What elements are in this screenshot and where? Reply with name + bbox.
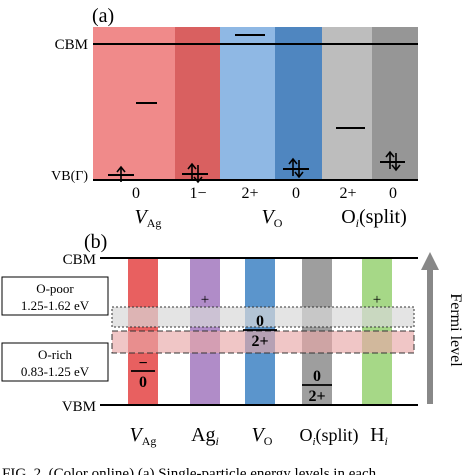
panel-a-label: (a) xyxy=(92,5,114,27)
panel-a-column-oi-2plus xyxy=(322,27,372,180)
panel-b-label: (b) xyxy=(84,231,107,253)
panel-a-column-vo-2plus xyxy=(220,27,275,180)
o-poor-box xyxy=(1,276,109,316)
panel-a-charge-label: 2+ xyxy=(241,185,258,202)
panel-a-charge-label: 0 xyxy=(292,185,300,202)
panel-a-defect-name-vag: VAg xyxy=(135,206,162,230)
panel-a-vb-label: VB(Γ) xyxy=(51,169,88,184)
o-rich-title: O-rich xyxy=(38,347,72,362)
panel-a-charge-label: 2+ xyxy=(339,185,356,202)
panel-a-charge-label: 1− xyxy=(189,185,206,202)
transition-upper-label: − xyxy=(138,355,147,372)
o-rich-range: 0.83-1.25 eV xyxy=(21,364,90,379)
panel-a-occupied-level-oi-0 xyxy=(380,150,405,172)
o-rich-band xyxy=(111,330,415,354)
panel-b-defect-name-vag: VAg xyxy=(130,424,157,448)
transition-upper-label: 0 xyxy=(256,313,264,330)
panel-a-column-oi-0 xyxy=(372,27,418,180)
panel-a-charge-label: 0 xyxy=(132,185,140,202)
panel-b-defect-name-hi: Hi xyxy=(370,424,388,448)
panel-b-transition-oi: 0 2+ xyxy=(302,368,332,405)
panel-b-transition-vag: − 0 xyxy=(131,355,155,391)
panel-b-transition-vo: 0 2+ xyxy=(243,313,277,350)
panel-a-column-vag-1minus xyxy=(175,27,220,180)
panel-a-occupied-level-vag-1minus xyxy=(182,162,208,184)
o-poor-range: 1.25-1.62 eV xyxy=(21,298,90,313)
o-poor-title: O-poor xyxy=(36,281,74,296)
figure-caption: FIG. 2. (Color online) (a) Single-partic… xyxy=(2,466,377,475)
panel-b-plus-sign-hi: + xyxy=(373,292,381,308)
fermi-level-label: Fermi level xyxy=(447,293,464,367)
transition-lower-label: 2+ xyxy=(308,388,325,405)
panel-a-charge-label: 0 xyxy=(389,185,397,202)
panel-b-cbm-label: CBM xyxy=(63,252,96,268)
panel-b-plus-sign-agi: + xyxy=(201,292,209,308)
panel-a-occupied-level-vag-0 xyxy=(108,165,134,182)
panel-b-defect-name-agi: Agi xyxy=(191,424,219,448)
fermi-level-arrow-icon xyxy=(421,252,439,404)
o-rich-box xyxy=(1,342,109,382)
panel-b-vbm-label: VBM xyxy=(62,399,96,415)
panel-a-defect-name-vo: VO xyxy=(262,206,283,230)
panel-b-defect-name-vo: VO xyxy=(252,424,273,448)
panel-a-occupied-level-vo-0 xyxy=(283,157,309,179)
transition-lower-label: 2+ xyxy=(251,333,268,350)
panel-b-defect-name-oi: Oi(split) xyxy=(299,425,358,448)
panel-a-defect-name-oi: Oi(split) xyxy=(341,206,407,230)
transition-upper-label: 0 xyxy=(313,368,321,385)
panel-a-column-vo-0 xyxy=(275,27,322,180)
panel-a-column-vag-0 xyxy=(93,27,175,180)
panel-a-cbm-label: CBM xyxy=(55,37,88,53)
o-poor-band xyxy=(111,306,415,328)
transition-lower-label: 0 xyxy=(139,374,147,391)
